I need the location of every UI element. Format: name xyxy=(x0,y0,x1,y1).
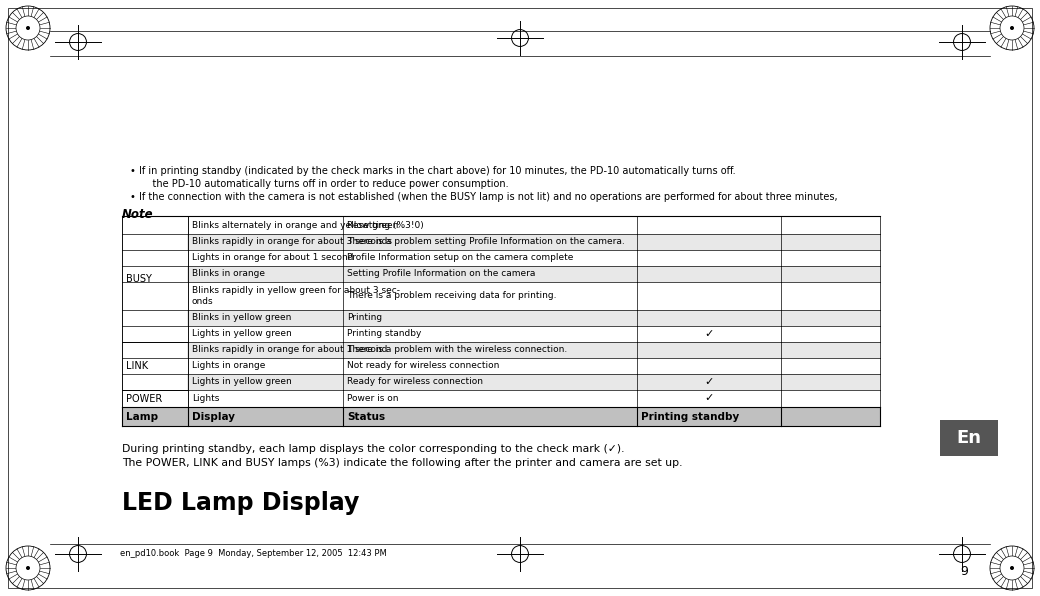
Text: Printing: Printing xyxy=(347,313,383,322)
Text: During printing standby, each lamp displays the color corresponding to the check: During printing standby, each lamp displ… xyxy=(122,444,624,454)
Text: Blinks in orange: Blinks in orange xyxy=(192,269,265,278)
Text: En: En xyxy=(957,429,982,447)
Bar xyxy=(122,358,880,374)
Text: Blinks rapidly in orange for about 3 seconds: Blinks rapidly in orange for about 3 sec… xyxy=(192,237,392,247)
Text: 9: 9 xyxy=(960,565,968,578)
Circle shape xyxy=(26,566,30,570)
Text: ✓: ✓ xyxy=(705,329,714,339)
Text: Lamp: Lamp xyxy=(126,411,158,421)
Text: LINK: LINK xyxy=(126,361,148,371)
Text: Printing standby: Printing standby xyxy=(642,411,739,421)
Circle shape xyxy=(1010,26,1014,30)
Text: Setting Profile Information on the camera: Setting Profile Information on the camer… xyxy=(347,269,536,278)
Text: Lights in orange for about 1 second: Lights in orange for about 1 second xyxy=(192,253,354,262)
Bar xyxy=(122,216,880,234)
Text: There is a problem with the wireless connection.: There is a problem with the wireless con… xyxy=(347,346,568,355)
Bar xyxy=(123,343,187,390)
Text: There is a problem setting Profile Information on the camera.: There is a problem setting Profile Infor… xyxy=(347,237,625,247)
Bar xyxy=(122,390,880,407)
Text: Status: Status xyxy=(347,411,386,421)
Circle shape xyxy=(1010,566,1014,570)
Text: The POWER, LINK and BUSY lamps (%3) indicate the following after the printer and: The POWER, LINK and BUSY lamps (%3) indi… xyxy=(122,458,682,468)
Circle shape xyxy=(1000,16,1024,40)
Text: ✓: ✓ xyxy=(705,377,714,387)
Bar xyxy=(122,234,880,250)
Text: Profile Information setup on the camera complete: Profile Information setup on the camera … xyxy=(347,253,574,262)
Text: en_pd10.book  Page 9  Monday, September 12, 2005  12:43 PM: en_pd10.book Page 9 Monday, September 12… xyxy=(120,550,387,558)
Text: Ready for wireless connection: Ready for wireless connection xyxy=(347,377,484,386)
Bar xyxy=(122,342,880,358)
Text: Display: Display xyxy=(192,411,235,421)
Text: LED Lamp Display: LED Lamp Display xyxy=(122,491,360,515)
Circle shape xyxy=(16,556,40,580)
Text: Lights in yellow green: Lights in yellow green xyxy=(192,330,291,339)
Text: Note: Note xyxy=(122,208,154,221)
Circle shape xyxy=(1000,556,1024,580)
Text: Blinks in yellow green: Blinks in yellow green xyxy=(192,313,291,322)
Text: Lights: Lights xyxy=(192,394,219,403)
Text: BUSY: BUSY xyxy=(126,274,152,284)
Bar xyxy=(940,420,998,456)
Bar xyxy=(122,326,880,342)
Text: POWER: POWER xyxy=(126,393,162,403)
Text: Resetting (%3!0): Resetting (%3!0) xyxy=(347,221,424,229)
Text: Lights in yellow green: Lights in yellow green xyxy=(192,377,291,386)
Circle shape xyxy=(26,26,30,30)
Text: • If in printing standby (indicated by the check marks in the chart above) for 1: • If in printing standby (indicated by t… xyxy=(130,166,735,176)
Text: Power is on: Power is on xyxy=(347,394,398,403)
Circle shape xyxy=(16,16,40,40)
Text: • If the connection with the camera is not established (when the BUSY lamp is no: • If the connection with the camera is n… xyxy=(130,192,837,202)
Text: ✓: ✓ xyxy=(705,393,714,403)
Text: Blinks rapidly in yellow green for about 3 sec-
onds: Blinks rapidly in yellow green for about… xyxy=(192,286,400,306)
Bar xyxy=(122,250,880,266)
Bar xyxy=(122,374,880,390)
Bar xyxy=(122,310,880,326)
Text: the PD-10 automatically turns off in order to reduce power consumption.: the PD-10 automatically turns off in ord… xyxy=(140,179,509,189)
Text: Not ready for wireless connection: Not ready for wireless connection xyxy=(347,362,499,371)
Text: Blinks rapidly in orange for about 1 second: Blinks rapidly in orange for about 1 sec… xyxy=(192,346,387,355)
Text: There is a problem receiving data for printing.: There is a problem receiving data for pr… xyxy=(347,291,556,300)
Bar xyxy=(122,407,880,426)
Bar xyxy=(123,216,187,342)
Bar xyxy=(122,266,880,282)
Text: Blinks alternately in orange and yellow green: Blinks alternately in orange and yellow … xyxy=(192,221,398,229)
Bar xyxy=(122,282,880,310)
Text: Printing standby: Printing standby xyxy=(347,330,421,339)
Text: Lights in orange: Lights in orange xyxy=(192,362,265,371)
